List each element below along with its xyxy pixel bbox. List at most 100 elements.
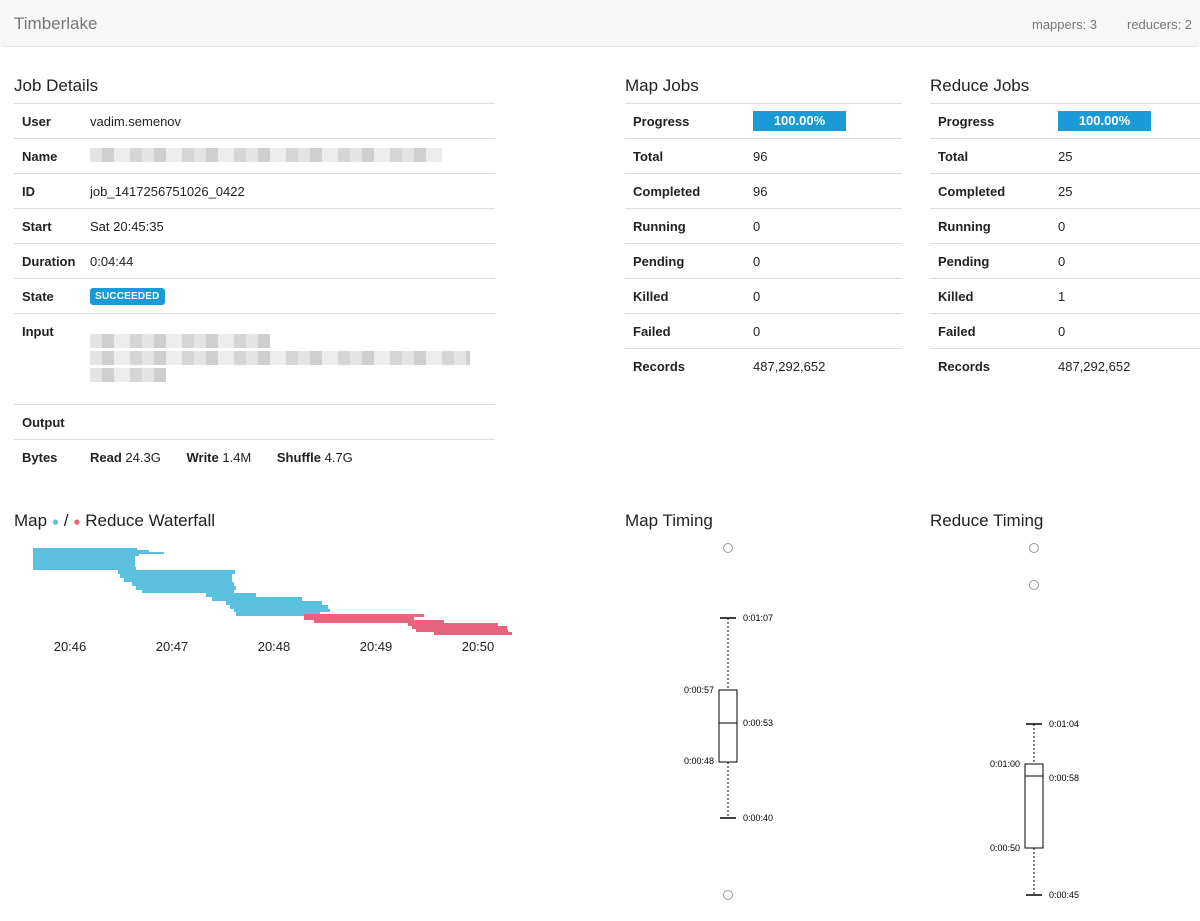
brand-title[interactable]: Timberlake	[14, 14, 98, 33]
waterfall-bar	[236, 612, 320, 616]
waterfall-bar	[33, 548, 137, 550]
waterfall-bar	[206, 593, 256, 597]
input-redacted	[90, 333, 495, 385]
value-user: vadim.semenov	[82, 103, 495, 139]
map-pending-value: 0	[745, 243, 902, 279]
waterfall-bar	[33, 552, 164, 554]
reducers-count: reducers: 2	[1127, 17, 1193, 32]
map-completed-value: 96	[745, 173, 902, 209]
waterfall-title-map: Map	[14, 511, 48, 530]
map-progress-label: Progress	[625, 103, 745, 139]
reduce-pending-label: Pending	[930, 243, 1050, 279]
waterfall-bar	[106, 567, 136, 570]
waterfall-bar	[136, 586, 236, 590]
map-killed-value: 0	[745, 278, 902, 314]
map-failed-value: 0	[745, 313, 902, 349]
outlier-point	[1029, 543, 1039, 553]
reduce-total-value: 25	[1050, 138, 1200, 174]
waterfall-title-reduce: Reduce Waterfall	[85, 511, 216, 530]
waterfall-tick-label: 20:49	[360, 639, 393, 654]
outlier-point	[723, 543, 733, 553]
reduce-failed-label: Failed	[930, 313, 1050, 349]
map-killed-label: Killed	[625, 278, 745, 314]
waterfall-tick-label: 20:46	[54, 639, 87, 654]
row-duration: Duration 0:04:44	[14, 243, 495, 279]
outlier-point	[723, 890, 733, 900]
map-total-value: 96	[745, 138, 902, 174]
outlier-point	[1029, 580, 1039, 590]
label-bytes: Bytes	[14, 439, 82, 474]
map-jobs-title: Map Jobs	[625, 76, 699, 95]
row-id: ID job_1417256751026_0422	[14, 173, 495, 209]
map-completed-label: Completed	[625, 173, 745, 209]
waterfall-bar	[304, 614, 424, 617]
waterfall-bar	[234, 609, 330, 612]
map-timing-title: Map Timing	[625, 511, 713, 530]
waterfall-tick-label: 20:47	[156, 639, 189, 654]
reduce-progress-label: Progress	[930, 103, 1050, 139]
reduce-total-label: Total	[930, 138, 1050, 174]
label-output: Output	[14, 404, 82, 440]
map-records-value: 487,292,652	[745, 348, 902, 383]
reduce-killed-value: 1	[1050, 278, 1200, 314]
row-input: Input	[14, 313, 495, 405]
row-name: Name	[14, 138, 495, 174]
waterfall-bar	[226, 601, 322, 605]
waterfall-bar	[334, 620, 444, 623]
label-duration: Duration	[14, 243, 82, 279]
label-q3: 0:00:57	[684, 685, 714, 695]
label-whisker-high: 0:01:04	[1049, 719, 1079, 729]
label-shuffle: Shuffle	[276, 449, 321, 465]
waterfall-axis-ticks: 20:46 20:47 20:48 20:49 20:50	[54, 639, 495, 654]
row-bytes: Bytes Read 24.3G Write 1.4M Shuffle 4.7G	[14, 439, 495, 474]
row-output: Output	[14, 404, 495, 440]
job-details-table: User vadim.semenov Name ID job_141725675…	[14, 103, 495, 474]
label-id: ID	[14, 173, 82, 209]
label-user: User	[14, 103, 82, 139]
reduce-completed-value: 25	[1050, 173, 1200, 209]
label-median: 0:00:53	[743, 718, 773, 728]
map-running-value: 0	[745, 208, 902, 244]
reduce-running-label: Running	[930, 208, 1050, 244]
waterfall-bar	[124, 578, 232, 582]
map-progress-bar: 100.00%	[753, 111, 846, 131]
label-whisker-high: 0:01:07	[743, 613, 773, 623]
reduce-records-label: Records	[930, 348, 1050, 383]
waterfall-bar	[304, 617, 414, 620]
reduce-running-value: 0	[1050, 208, 1200, 244]
waterfall-bar	[120, 574, 232, 578]
value-id: job_1417256751026_0422	[82, 173, 495, 209]
row-start: Start Sat 20:45:35	[14, 208, 495, 244]
waterfall-tick-label: 20:48	[258, 639, 291, 654]
waterfall-bar	[408, 623, 498, 626]
label-read: Read	[90, 449, 122, 465]
row-user: User vadim.semenov	[14, 103, 495, 139]
map-total-label: Total	[625, 138, 745, 174]
map-records-label: Records	[625, 348, 745, 383]
value-write: 1.4M	[222, 449, 252, 465]
label-median: 0:00:58	[1049, 773, 1079, 783]
waterfall-bar	[118, 570, 235, 574]
waterfall-bar	[412, 626, 507, 629]
reduce-completed-label: Completed	[930, 173, 1050, 209]
waterfall-bar	[230, 605, 328, 609]
label-name: Name	[14, 138, 82, 174]
reduce-failed-value: 0	[1050, 313, 1200, 349]
label-input: Input	[14, 313, 82, 405]
reduce-jobs-title: Reduce Jobs	[930, 76, 1030, 95]
waterfall-bar	[212, 597, 302, 601]
label-q1: 0:00:50	[990, 843, 1020, 853]
label-whisker-low: 0:00:40	[743, 813, 773, 823]
map-jobs-table: Progress 100.00% Total 96 Completed 96 R…	[625, 103, 902, 383]
map-pending-label: Pending	[625, 243, 745, 279]
waterfall-title-sep: /	[63, 511, 69, 530]
map-running-label: Running	[625, 208, 745, 244]
reduce-timing-boxplot: 0:01:04 0:01:00 0:00:58 0:00:50 0:00:45	[990, 543, 1079, 900]
waterfall-bar	[142, 590, 234, 593]
label-whisker-low: 0:00:45	[1049, 890, 1079, 900]
row-state: State SUCCEEDED	[14, 278, 495, 314]
reduce-jobs-table: Progress 100.00% Total 25 Completed 25 R…	[930, 103, 1200, 383]
label-start: Start	[14, 208, 82, 244]
reduce-killed-label: Killed	[930, 278, 1050, 314]
iqr-box	[1024, 763, 1044, 849]
